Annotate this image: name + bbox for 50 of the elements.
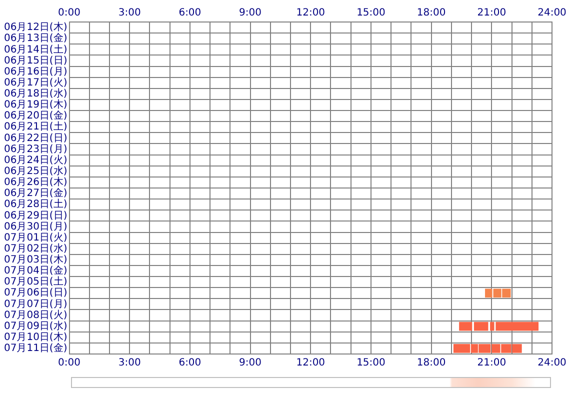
y-tick-label: 06月24日(火) [4, 154, 68, 166]
y-tick-label: 06月20日(金) [4, 110, 68, 122]
bar [474, 322, 488, 331]
y-tick-label: 07月01日(火) [4, 231, 68, 244]
y-tick-label: 06月22日(日) [4, 132, 68, 144]
x-tick-label: 9:00 [239, 8, 262, 19]
x2-tick-label: 24:00 [538, 358, 566, 369]
x-tick-label: 12:00 [296, 8, 326, 19]
y-tick-label: 06月12日(木) [4, 21, 68, 34]
y-tick-label: 06月23日(月) [4, 144, 68, 155]
y-tick-label: 06月19日(木) [4, 98, 68, 111]
y-tick-label: 06月30日(月) [4, 221, 68, 232]
y-tick-label: 06月28日(土) [4, 198, 68, 210]
y-tick-label: 07月06日(日) [4, 288, 68, 299]
y-tick-label: 06月14日(土) [4, 43, 68, 56]
y-tick-label: 06月18日(水) [4, 88, 68, 100]
y-tick-label: 06月16日(月) [4, 66, 68, 78]
y-tick-label: 07月10日(木) [4, 330, 68, 343]
y-tick-label: 06月25日(水) [4, 164, 68, 177]
y-tick-label: 06月13日(金) [4, 32, 68, 44]
y-tick-label: 06月27日(金) [4, 187, 68, 200]
y-tick-label: 07月04日(金) [4, 264, 68, 277]
x-tick-label: 15:00 [356, 8, 386, 19]
y-tick-label: 07月09日(水) [4, 320, 68, 332]
x-tick-label: 6:00 [178, 8, 202, 19]
x-tick-label: 21:00 [477, 8, 506, 19]
y-tick-label: 06月26日(木) [4, 176, 68, 188]
y-tick-label: 07月02日(水) [4, 242, 68, 254]
y-tick-label: 07月07日(月) [4, 298, 68, 310]
x2-tick-label: 21:00 [477, 358, 506, 369]
x-tick-label: 0:00 [58, 8, 80, 19]
x2-tick-label: 6:00 [178, 358, 202, 369]
x2-tick-label: 0:00 [58, 358, 80, 369]
bar [459, 322, 472, 331]
x2-tick-label: 3:00 [118, 358, 141, 369]
y-tick-label: 07月11日(金) [4, 342, 68, 354]
y-tick-label: 07月05日(土) [4, 276, 68, 288]
y-tick-label: 07月03日(木) [4, 254, 68, 266]
x-tick-label: 3:00 [118, 8, 141, 19]
x2-tick-label: 18:00 [416, 358, 446, 369]
x2-tick-label: 9:00 [239, 358, 262, 369]
y-tick-label: 07月08日(火) [4, 308, 68, 321]
x2-tick-label: 12:00 [296, 358, 326, 369]
y-tick-label: 06月29日(日) [4, 210, 68, 222]
x-tick-label: 24:00 [538, 8, 566, 19]
y-tick-label: 06月21日(土) [4, 120, 68, 133]
x-tick-label: 18:00 [416, 8, 446, 19]
x2-tick-label: 15:00 [356, 358, 386, 369]
y-tick-label: 06月17日(火) [4, 76, 68, 88]
y-tick-label: 06月15日(日) [4, 55, 68, 66]
